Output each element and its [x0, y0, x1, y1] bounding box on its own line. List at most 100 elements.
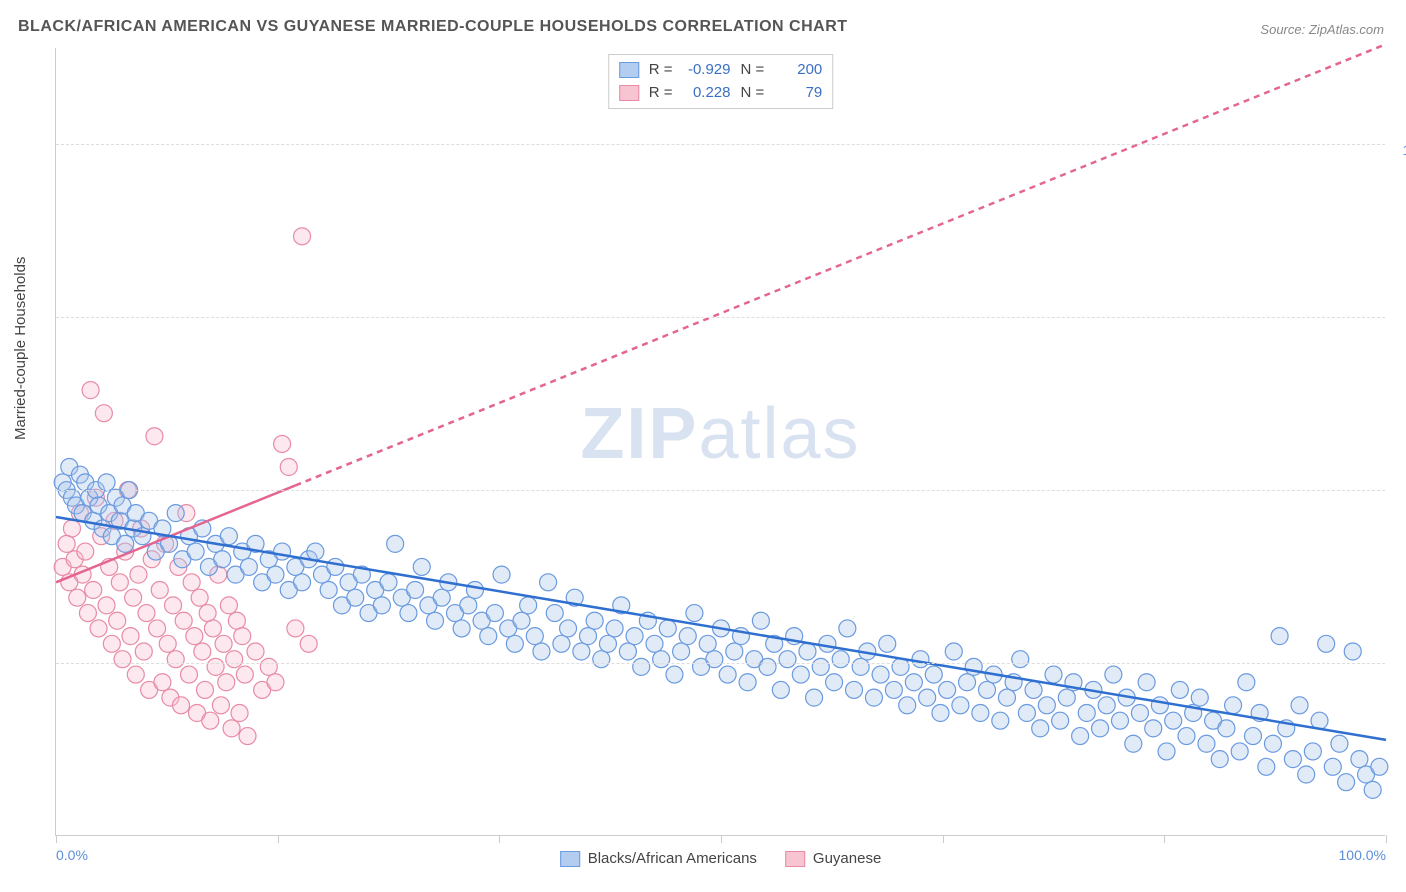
data-point [194, 643, 211, 660]
data-point [852, 658, 869, 675]
gridline [56, 317, 1385, 318]
data-point [799, 643, 816, 660]
data-point [899, 697, 916, 714]
data-point [267, 674, 284, 691]
stats-r-value: 0.228 [683, 82, 731, 105]
data-point [247, 643, 264, 660]
data-point [1072, 728, 1089, 745]
data-point [103, 635, 120, 652]
data-point [220, 528, 237, 545]
chart-container: BLACK/AFRICAN AMERICAN VS GUYANESE MARRI… [0, 0, 1406, 892]
data-point [173, 697, 190, 714]
legend-label: Guyanese [813, 850, 881, 867]
x-tick [721, 835, 722, 843]
data-point [520, 597, 537, 614]
data-point [1165, 712, 1182, 729]
data-point [90, 620, 107, 637]
data-point [513, 612, 530, 629]
data-point [726, 643, 743, 660]
data-point [165, 597, 182, 614]
data-point [427, 612, 444, 629]
data-point [1231, 743, 1248, 760]
data-point [138, 605, 155, 622]
data-point [226, 651, 243, 668]
data-point [1258, 758, 1275, 775]
data-point [659, 620, 676, 637]
data-point [573, 643, 590, 660]
data-point [779, 651, 796, 668]
data-point [493, 566, 510, 583]
data-point [819, 635, 836, 652]
y-tick-label: 100.0% [1395, 142, 1406, 158]
data-point [1324, 758, 1341, 775]
data-point [1178, 728, 1195, 745]
data-point [580, 628, 597, 645]
data-point [806, 689, 823, 706]
data-point [998, 689, 1015, 706]
data-point [274, 435, 291, 452]
data-point [646, 635, 663, 652]
data-point [1331, 735, 1348, 752]
data-point [905, 674, 922, 691]
data-point [154, 674, 171, 691]
data-point [586, 612, 603, 629]
data-point [1058, 689, 1075, 706]
plot-area: ZIPatlas R =-0.929N =200R =0.228N =79 Bl… [55, 48, 1385, 836]
data-point [199, 605, 216, 622]
data-point [127, 666, 144, 683]
data-point [1238, 674, 1255, 691]
x-tick [278, 835, 279, 843]
data-point [413, 558, 430, 575]
data-point [752, 612, 769, 629]
data-point [1211, 751, 1228, 768]
data-point [407, 581, 424, 598]
y-axis-label: Married-couple Households [12, 257, 29, 440]
data-point [1338, 774, 1355, 791]
gridline [56, 144, 1385, 145]
data-point [1038, 697, 1055, 714]
data-point [77, 543, 94, 560]
data-point [125, 589, 142, 606]
data-point [202, 712, 219, 729]
data-point [218, 674, 235, 691]
data-point [111, 574, 128, 591]
data-point [307, 543, 324, 560]
legend-swatch [785, 851, 805, 867]
source-attribution: Source: ZipAtlas.com [1260, 22, 1384, 37]
x-tick [499, 835, 500, 843]
stats-row: R =0.228N =79 [619, 82, 823, 105]
data-point [453, 620, 470, 637]
data-point [1018, 704, 1035, 721]
data-point [114, 651, 131, 668]
data-point [540, 574, 557, 591]
data-point [347, 589, 364, 606]
x-tick [56, 835, 57, 843]
data-point [187, 543, 204, 560]
data-point [1198, 735, 1215, 752]
y-tick-label: 77.5% [1395, 315, 1406, 331]
bottom-legend: Blacks/African AmericansGuyanese [560, 850, 882, 867]
data-point [1092, 720, 1109, 737]
data-point [79, 605, 96, 622]
x-tick-label: 100.0% [1339, 847, 1386, 863]
data-point [236, 666, 253, 683]
data-point [480, 628, 497, 645]
data-point [260, 658, 277, 675]
data-point [82, 382, 99, 399]
data-point [212, 697, 229, 714]
data-point [1318, 635, 1335, 652]
data-point [207, 658, 224, 675]
legend-swatch [619, 85, 639, 101]
data-point [181, 666, 198, 683]
data-point [380, 574, 397, 591]
data-point [228, 612, 245, 629]
data-point [959, 674, 976, 691]
data-point [626, 628, 643, 645]
data-point [1025, 681, 1042, 698]
data-point [1131, 704, 1148, 721]
data-point [919, 689, 936, 706]
x-tick-label: 0.0% [56, 847, 88, 863]
legend-swatch [560, 851, 580, 867]
data-point [122, 628, 139, 645]
data-point [526, 628, 543, 645]
